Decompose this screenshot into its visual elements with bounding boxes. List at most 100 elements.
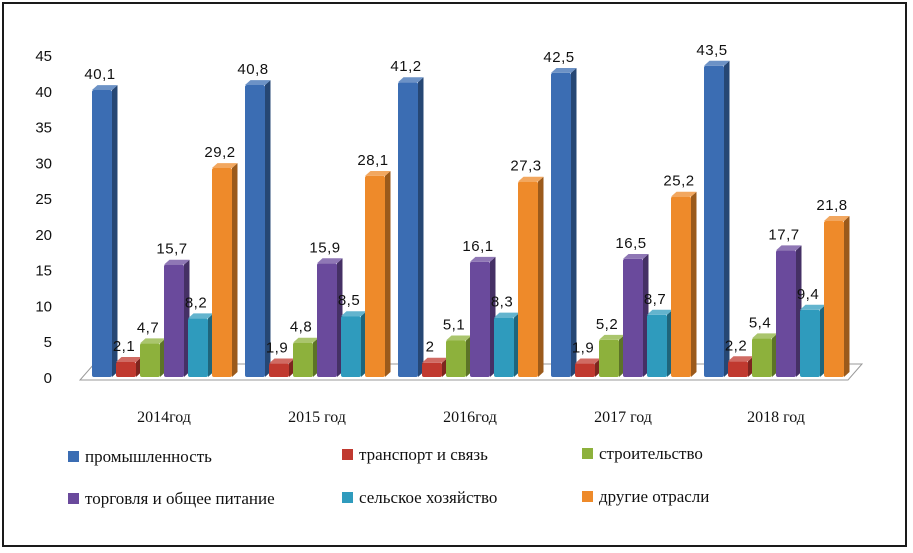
data-label: 1,9 bbox=[572, 339, 594, 356]
legend-label: строительство bbox=[599, 444, 703, 463]
bar bbox=[518, 176, 544, 377]
bar bbox=[671, 191, 697, 377]
bar bbox=[704, 60, 730, 378]
bar bbox=[245, 80, 271, 377]
legend-swatch bbox=[582, 448, 593, 459]
data-label: 8,2 bbox=[185, 294, 207, 311]
data-label: 21,8 bbox=[816, 197, 847, 214]
bar bbox=[422, 357, 448, 377]
bar bbox=[188, 313, 214, 377]
bar bbox=[164, 259, 190, 377]
data-label: 4,7 bbox=[137, 319, 159, 336]
legend-label: торговля и общее питание bbox=[85, 489, 275, 508]
legend-item: сельское хозяйство bbox=[342, 488, 497, 507]
y-tick-label: 30 bbox=[35, 155, 52, 172]
bar bbox=[140, 338, 166, 377]
bar bbox=[752, 333, 778, 377]
data-label: 28,1 bbox=[357, 152, 388, 169]
x-tick-label: 2016год bbox=[443, 409, 497, 426]
data-label: 17,7 bbox=[768, 226, 799, 243]
data-label: 8,5 bbox=[338, 292, 360, 309]
legend-label: сельское хозяйство bbox=[359, 488, 497, 507]
legend-swatch bbox=[342, 449, 353, 460]
legend-item: другие отрасли bbox=[582, 487, 709, 506]
y-tick-label: 0 bbox=[44, 370, 52, 387]
bar bbox=[317, 258, 343, 377]
x-axis-categories: 2014год 2015 год 2016год 2017 год 2018 год bbox=[137, 409, 805, 426]
legend: промышленность транспорт и связь строитель… bbox=[68, 444, 709, 508]
legend-label: другие отрасли bbox=[599, 487, 709, 506]
y-tick-label: 25 bbox=[35, 191, 52, 208]
x-tick-label: 2015 год bbox=[288, 409, 346, 426]
data-label: 15,7 bbox=[156, 241, 187, 258]
data-label: 5,4 bbox=[749, 314, 771, 331]
bar bbox=[551, 67, 577, 377]
bar bbox=[446, 335, 472, 377]
y-tick-label: 45 bbox=[35, 48, 52, 65]
y-tick-label: 35 bbox=[35, 120, 52, 137]
y-tick-label: 20 bbox=[35, 227, 52, 244]
data-label: 5,2 bbox=[596, 316, 618, 333]
data-label: 1,9 bbox=[266, 339, 288, 356]
chart-frame bbox=[2, 2, 907, 547]
data-label: 42,5 bbox=[543, 49, 574, 66]
bar bbox=[365, 170, 391, 377]
bar bbox=[293, 337, 319, 377]
x-tick-label: 2014год bbox=[137, 409, 191, 426]
x-tick-label: 2018 год bbox=[747, 409, 805, 426]
data-label: 43,5 bbox=[696, 42, 727, 59]
bars bbox=[92, 60, 850, 378]
y-tick-label: 10 bbox=[35, 298, 52, 315]
y-tick-label: 15 bbox=[35, 263, 52, 280]
data-label: 16,5 bbox=[615, 235, 646, 252]
bar bbox=[575, 358, 601, 377]
bar bbox=[212, 163, 238, 377]
bar bbox=[800, 304, 826, 377]
y-tick-label: 5 bbox=[44, 334, 52, 351]
y-tick-label: 40 bbox=[35, 84, 52, 101]
data-label: 2,1 bbox=[113, 338, 135, 355]
data-label: 4,8 bbox=[290, 319, 312, 336]
bar bbox=[776, 245, 802, 377]
data-label: 8,7 bbox=[644, 291, 666, 308]
legend-swatch bbox=[68, 451, 79, 462]
legend-item: строительство bbox=[582, 444, 703, 463]
data-label: 15,9 bbox=[309, 239, 340, 256]
bar bbox=[599, 334, 625, 377]
data-label: 40,1 bbox=[84, 66, 115, 83]
legend-label: промышленность bbox=[85, 447, 212, 466]
bar bbox=[92, 85, 118, 378]
data-label: 16,1 bbox=[462, 238, 493, 255]
legend-label: транспорт и связь bbox=[359, 445, 488, 464]
bar bbox=[269, 358, 295, 377]
data-label: 27,3 bbox=[510, 158, 541, 175]
legend-item: транспорт и связь bbox=[342, 445, 488, 464]
data-label: 2 bbox=[426, 339, 435, 356]
bar bbox=[494, 312, 520, 377]
data-label: 40,8 bbox=[237, 61, 268, 78]
data-label: 41,2 bbox=[390, 58, 421, 75]
y-axis: 0 5 10 15 20 25 30 35 40 45 bbox=[35, 48, 52, 387]
data-label: 2,2 bbox=[725, 337, 747, 354]
bar bbox=[728, 356, 754, 377]
data-labels: 40,12,14,715,78,229,240,81,94,815,98,528… bbox=[84, 42, 847, 357]
data-label: 9,4 bbox=[797, 286, 819, 303]
data-label: 29,2 bbox=[204, 144, 235, 161]
data-label: 8,3 bbox=[491, 294, 513, 311]
data-label: 25,2 bbox=[663, 173, 694, 190]
legend-swatch bbox=[68, 493, 79, 504]
data-label: 5,1 bbox=[443, 317, 465, 334]
bar bbox=[398, 77, 424, 378]
legend-item: торговля и общее питание bbox=[68, 489, 275, 508]
bar bbox=[647, 309, 673, 377]
bar bbox=[116, 357, 142, 377]
legend-item: промышленность bbox=[68, 447, 212, 466]
x-tick-label: 2017 год bbox=[594, 409, 652, 426]
bar bbox=[470, 256, 496, 377]
bar bbox=[341, 311, 367, 377]
bar bbox=[623, 253, 649, 377]
legend-swatch bbox=[342, 492, 353, 503]
bar bbox=[824, 216, 850, 377]
legend-swatch bbox=[582, 491, 593, 502]
